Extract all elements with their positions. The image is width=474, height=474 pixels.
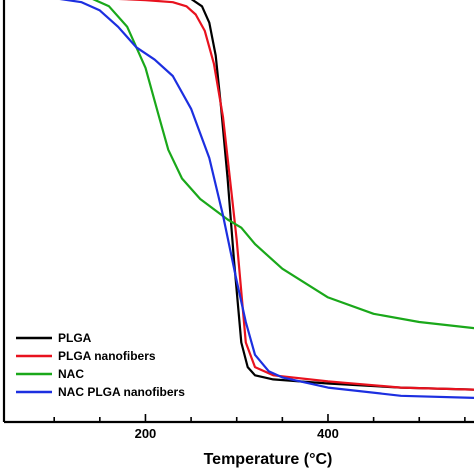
x-axis-title: Temperature (°C) — [204, 451, 333, 468]
series-line-nac-plga-nanofibers — [59, 0, 474, 399]
legend: PLGA PLGA nanofibers NAC NAC PLGA nanofiber… — [16, 331, 185, 399]
legend-label-plga-nanofibers: PLGA nanofibers — [58, 349, 156, 363]
legend-label-nac: NAC — [58, 367, 84, 381]
x-tick-label: 200 — [135, 426, 157, 441]
series-line-nac — [92, 0, 474, 330]
series-group — [59, 0, 474, 399]
legend-label-plga: PLGA — [58, 331, 92, 345]
legend-label-nac-plga-nanofibers: NAC PLGA nanofibers — [58, 385, 185, 399]
x-tick-label: 400 — [317, 426, 339, 441]
axes: 200 400 — [2, 0, 474, 441]
